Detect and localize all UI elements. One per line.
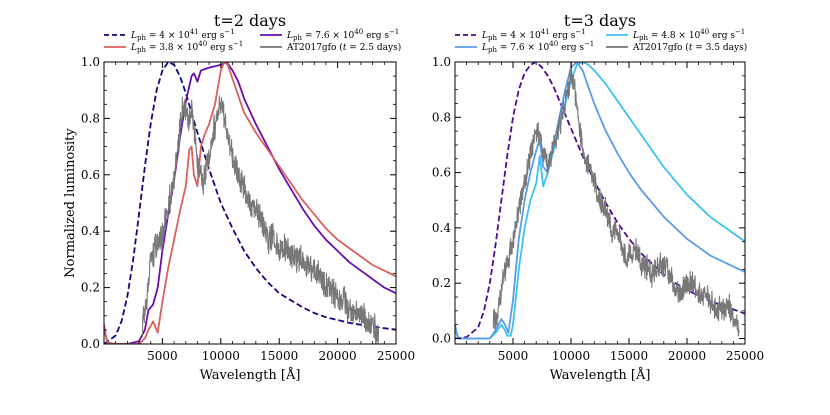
legend-text-part: ph — [488, 34, 497, 42]
y-tick-label: 0.0 — [81, 337, 100, 351]
legend-text-part: −1 — [233, 40, 243, 48]
legend-text-part: erg s — [363, 31, 389, 41]
legend-text-part: erg s — [207, 43, 233, 53]
plot-area — [455, 62, 745, 340]
legend-label: Lph = 4 × 1041 erg s−1 — [130, 28, 235, 42]
legend-label: Lph = 3.8 × 1040 erg s−1 — [130, 40, 243, 54]
axes-frame — [454, 61, 746, 345]
legend-label: Lph = 7.6 × 1040 erg s−1 — [481, 40, 594, 54]
y-tick-label: 0.2 — [81, 281, 100, 295]
legend-text-part: erg s — [550, 31, 576, 41]
legend-label: AT2017gfo (t = 3.5 days) — [632, 42, 747, 53]
legend-text-part: L — [130, 31, 137, 41]
legend-text-part: ph — [137, 46, 146, 54]
legend-text-part: 41 — [190, 28, 199, 36]
legend-text-part: erg s — [709, 31, 735, 41]
legend-text-part: = 7.6 × 10 — [497, 43, 550, 53]
x-tick-label: 5000 — [498, 349, 529, 363]
series-line-2 — [104, 62, 396, 344]
legend-text-part: t — [343, 43, 347, 53]
legend-text-part: L — [632, 31, 639, 41]
legend-text-part: = 4.8 × 10 — [648, 31, 701, 41]
y-tick-label: 0.8 — [81, 111, 100, 125]
series-line-1 — [104, 62, 396, 344]
y-tick-label: 0.0 — [432, 331, 451, 345]
legend-text-part: ph — [293, 34, 302, 42]
legend-text-part: t — [689, 43, 693, 53]
legend-text-part: AT2017gfo ( — [632, 42, 689, 53]
legend-text-part: 40 — [198, 40, 207, 48]
x-tick-label: 25000 — [726, 349, 764, 363]
legend-text-part: AT2017gfo ( — [286, 42, 343, 53]
legend-label: Lph = 7.6 × 1040 erg s−1 — [286, 28, 399, 42]
legend-text-part: = 7.6 × 10 — [302, 31, 355, 41]
y-tick-label: 0.4 — [432, 221, 451, 235]
legend-text-part: L — [481, 43, 488, 53]
legend-label: Lph = 4.8 × 1040 erg s−1 — [632, 28, 745, 42]
chart-title: t=3 days — [564, 11, 636, 30]
x-tick-label: 10000 — [552, 349, 590, 363]
y-tick-label: 0.4 — [81, 224, 100, 238]
legend-text-part: −1 — [575, 28, 585, 36]
legend-text-part: L — [481, 31, 488, 41]
legend-text-part: −1 — [389, 28, 399, 36]
x-axis-label: Wavelength [Å] — [200, 367, 301, 383]
x-tick-label: 15000 — [260, 349, 298, 363]
y-tick-label: 0.8 — [432, 110, 451, 124]
legend-text-part: ph — [639, 34, 648, 42]
y-tick-label: 1.0 — [432, 55, 451, 69]
legend-text-part: −1 — [735, 28, 745, 36]
legend-label: AT2017gfo (t = 2.5 days) — [286, 42, 401, 53]
y-tick-label: 0.2 — [432, 276, 451, 290]
x-tick-label: 10000 — [202, 349, 240, 363]
x-axis-label: Wavelength [Å] — [550, 367, 651, 383]
chart-title: t=2 days — [214, 11, 286, 30]
series-line-3 — [141, 95, 380, 344]
y-axis-label: Normalized luminosity — [63, 128, 78, 278]
legend-text-part: 40 — [700, 28, 709, 36]
legend-text-part: = 3.8 × 10 — [146, 43, 199, 53]
series-line-3 — [492, 62, 740, 337]
x-tick-label: 5000 — [147, 349, 178, 363]
legend-text-part: L — [286, 31, 293, 41]
legend-text-part: erg s — [558, 43, 584, 53]
x-tick-label: 20000 — [668, 349, 706, 363]
series-line-0 — [104, 62, 396, 344]
y-tick-label: 1.0 — [81, 55, 100, 69]
legend-text-part: = 4 × 10 — [146, 31, 190, 41]
legend-text-part: 40 — [549, 40, 558, 48]
legend-text-part: −1 — [584, 40, 594, 48]
legend-text-part: = 3.5 days) — [692, 42, 747, 53]
legend-text-part: ph — [488, 46, 497, 54]
x-tick-label: 25000 — [377, 349, 415, 363]
legend-text-part: −1 — [224, 28, 234, 36]
legend-text-part: L — [130, 43, 137, 53]
legend-text-part: = 4 × 10 — [497, 31, 541, 41]
x-tick-label: 20000 — [319, 349, 357, 363]
legend-text-part: = 2.5 days) — [346, 42, 401, 53]
legend-text-part: ph — [137, 34, 146, 42]
legend-label: Lph = 4 × 1041 erg s−1 — [481, 28, 586, 42]
plot-area — [104, 62, 396, 344]
legend-text-part: 40 — [354, 28, 363, 36]
x-tick-label: 15000 — [610, 349, 648, 363]
legend-text-part: erg s — [199, 31, 225, 41]
y-tick-label: 0.6 — [432, 166, 451, 180]
y-tick-label: 0.6 — [81, 168, 100, 182]
legend-text-part: 41 — [541, 28, 550, 36]
